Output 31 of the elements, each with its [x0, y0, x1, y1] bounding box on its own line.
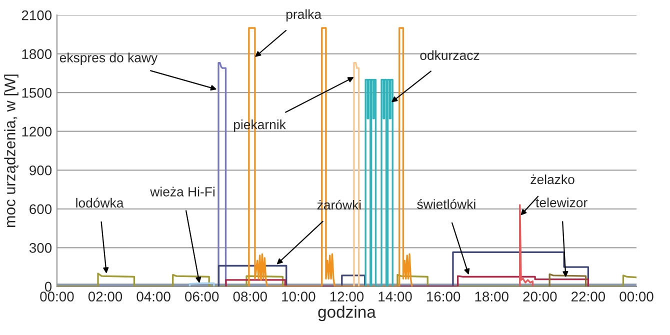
x-tick-label: 02:00: [88, 292, 122, 302]
annotation: odkurzacz: [420, 50, 480, 60]
x-tick-label: 22:00: [572, 292, 606, 302]
x-tick-label: 12:00: [330, 292, 364, 302]
x-tick-label: 10:00: [282, 292, 316, 302]
y-tick-label: 1800: [22, 49, 52, 60]
annotation: pralka: [286, 9, 322, 22]
annotation: telewizor: [536, 198, 588, 208]
x-tick-label: 14:00: [378, 292, 412, 302]
annotation: lodówka: [76, 198, 124, 208]
x-tick-label: 18:00: [475, 292, 508, 302]
x-tick-label: 00:00: [620, 292, 654, 302]
y-tick-label: 600: [30, 204, 52, 214]
x-axis-title: godzina: [318, 306, 376, 322]
y-tick-label: 1500: [22, 88, 52, 98]
annotation: wieża Hi-Fi: [150, 186, 214, 196]
annotation: żelazko: [530, 174, 574, 184]
x-tick-label: 00:00: [40, 292, 74, 302]
y-axis-title: moc urządzenia, w [W]: [4, 74, 18, 227]
annotation: świetlówki: [417, 199, 476, 209]
annotation: ekspres do kawy: [60, 52, 158, 65]
x-tick-label: 20:00: [523, 292, 557, 302]
y-tick-label: 300: [29, 242, 52, 253]
x-tick-label: 06:00: [185, 292, 219, 302]
x-tick-label: 16:00: [427, 292, 460, 302]
y-tick-label: 0: [44, 282, 52, 292]
x-tick-label: 04:00: [136, 292, 170, 302]
y-tick-label: 900: [30, 165, 52, 176]
x-tick-label: 08:00: [233, 292, 267, 302]
y-tick-label: 1200: [22, 126, 52, 137]
y-tick-label: 2100: [22, 10, 52, 20]
